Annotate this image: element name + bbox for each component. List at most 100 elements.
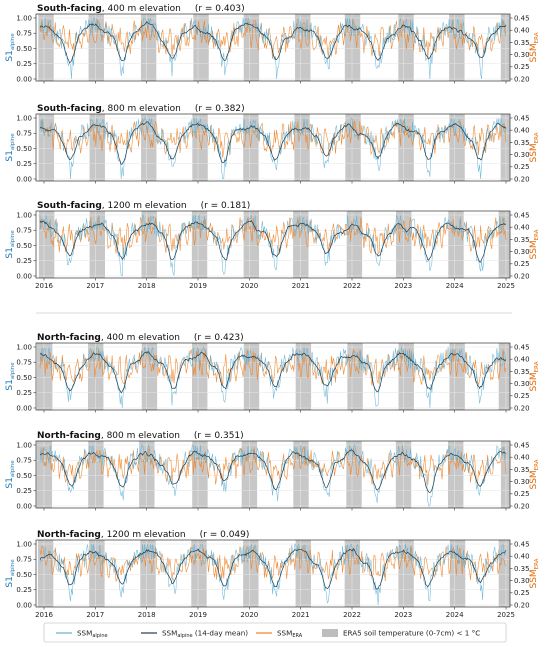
legend-label: SSMalpine (14-day mean)	[162, 629, 248, 640]
series-ssm-alpine	[39, 346, 507, 409]
panel-title: North-facing, 400 m elevation (r = 0.423)	[37, 333, 244, 343]
left-tick-label: 0.00	[16, 601, 32, 609]
left-tick-label: 0.25	[16, 60, 32, 68]
left-axis-label-main: S1	[5, 576, 15, 587]
right-tick-label: 0.20	[514, 175, 530, 183]
right-axis-label-sub: ERA	[534, 361, 540, 372]
left-axis-label-main: S1	[5, 150, 15, 161]
series-ssm-alpine	[39, 117, 507, 180]
frozen-band	[38, 114, 55, 181]
panel-1: 0.00 0.25 0.50 0.75 1.00 0.20 0.25 0.30 0.35 0.40…	[5, 4, 540, 84]
right-axis-label-main: SSM	[529, 372, 539, 391]
left-axis-label: S1alpine	[5, 33, 16, 62]
left-axis-label-sub: alpine	[10, 362, 16, 379]
right-tick-label: 0.45	[514, 14, 530, 22]
right-axis-label-main: SSM	[529, 569, 539, 588]
panel-elevation: , 800 m elevation	[102, 104, 181, 114]
legend-swatch-frozen	[322, 629, 338, 637]
right-axis-label: SSMERA	[529, 132, 540, 162]
right-tick-label: 0.20	[514, 601, 530, 609]
left-tick-label: 0.75	[16, 30, 32, 38]
right-tick-label: 0.40	[514, 356, 530, 364]
right-tick-label: 0.40	[514, 127, 530, 135]
right-tick-label: 0.20	[514, 75, 530, 83]
left-tick-label: 0.50	[16, 45, 32, 53]
left-tick-label: 0.25	[16, 257, 32, 265]
right-axis-label-main: SSM	[529, 43, 539, 62]
x-tick-label: 2024	[446, 611, 464, 619]
panel-elevation: , 400 m elevation	[101, 333, 180, 343]
left-tick-label: 0.50	[16, 242, 32, 250]
right-axis-label-sub: ERA	[534, 132, 540, 143]
x-tick-label: 2022	[343, 282, 361, 290]
right-axis-label-main: SSM	[529, 470, 539, 489]
series-ssm-alpine-mean	[39, 449, 507, 494]
panel-4: 0.00 0.25 0.50 0.75 1.00 0.20 0.25 0.30 0.35 0.40…	[5, 333, 540, 413]
panel-title: North-facing, 800 m elevation (r = 0.351)	[37, 431, 244, 441]
left-tick-label: 0.75	[16, 457, 32, 465]
panel-title: South-facing, 800 m elevation (r = 0.382)	[37, 104, 245, 114]
right-tick-label: 0.30	[514, 248, 530, 256]
right-tick-label: 0.40	[514, 553, 530, 561]
left-axis-label-sub: alpine	[10, 559, 16, 576]
x-tick-label: 2025	[497, 282, 515, 290]
right-axis-label-sub: ERA	[534, 229, 540, 240]
panel-elevation: , 1200 m elevation	[101, 530, 186, 540]
panel-2: 0.00 0.25 0.50 0.75 1.00 0.20 0.25 0.30 0.35 0.40…	[5, 104, 540, 184]
x-tick-label: 2018	[138, 611, 156, 619]
left-tick-label: 1.00	[16, 14, 32, 22]
legend: SSMalpine SSMalpine (14-day mean) SSMERA ER…	[43, 622, 507, 643]
left-tick-label: 0.00	[16, 404, 32, 412]
left-tick-label: 0.00	[16, 175, 32, 183]
right-tick-label: 0.35	[514, 368, 530, 376]
right-tick-label: 0.25	[514, 163, 530, 171]
frozen-band	[192, 114, 208, 181]
right-tick-label: 0.45	[514, 211, 530, 219]
left-tick-label: 0.00	[16, 272, 32, 280]
right-tick-label: 0.35	[514, 565, 530, 573]
left-axis-label-sub: alpine	[10, 460, 16, 477]
frozen-band	[89, 211, 105, 278]
right-tick-label: 0.30	[514, 577, 530, 585]
left-tick-label: 0.50	[16, 145, 32, 153]
left-tick-label: 0.00	[16, 75, 32, 83]
panel-r-value: (r = 0.351)	[194, 431, 244, 441]
left-axis-label-main: S1	[5, 477, 15, 488]
panel-aspect: North-facing	[37, 530, 101, 540]
series-ssm-era	[39, 545, 507, 582]
right-tick-label: 0.20	[514, 404, 530, 412]
series-ssm-era	[39, 120, 507, 158]
left-axis-label-sub: alpine	[10, 230, 16, 247]
left-axis-label-main: S1	[5, 247, 15, 258]
left-axis-label: S1alpine	[5, 559, 16, 588]
frozen-band	[295, 343, 312, 410]
right-axis-label: SSMERA	[529, 459, 540, 489]
panel-r-value: (r = 0.382)	[195, 104, 245, 114]
right-tick-label: 0.20	[514, 272, 530, 280]
x-tick-label: 2021	[292, 282, 310, 290]
right-axis-label: SSMERA	[529, 361, 540, 391]
right-tick-label: 0.40	[514, 454, 530, 462]
panel-r-value: (r = 0.423)	[194, 333, 244, 343]
series-ssm-alpine	[39, 543, 507, 606]
panel-title: South-facing, 400 m elevation (r = 0.403)	[37, 4, 245, 14]
x-tick-label: 2022	[343, 611, 361, 619]
right-tick-label: 0.35	[514, 39, 530, 47]
frozen-band	[38, 14, 54, 81]
series-ssm-alpine-mean	[39, 21, 507, 63]
x-tick-label: 2020	[240, 611, 258, 619]
frozen-band	[141, 343, 158, 410]
left-tick-label: 0.50	[16, 472, 32, 480]
panel-title: North-facing, 1200 m elevation (r = 0.049…	[37, 530, 249, 540]
left-tick-label: 0.25	[16, 389, 32, 397]
right-tick-label: 0.20	[514, 502, 530, 510]
panel-elevation: , 400 m elevation	[102, 4, 181, 14]
frozen-band	[500, 441, 510, 508]
right-tick-label: 0.30	[514, 380, 530, 388]
frozen-band	[500, 114, 510, 181]
frozen-band	[398, 114, 414, 181]
legend-frame	[43, 622, 507, 643]
series-ssm-alpine-mean	[39, 220, 507, 263]
panel-aspect: South-facing	[37, 104, 102, 114]
